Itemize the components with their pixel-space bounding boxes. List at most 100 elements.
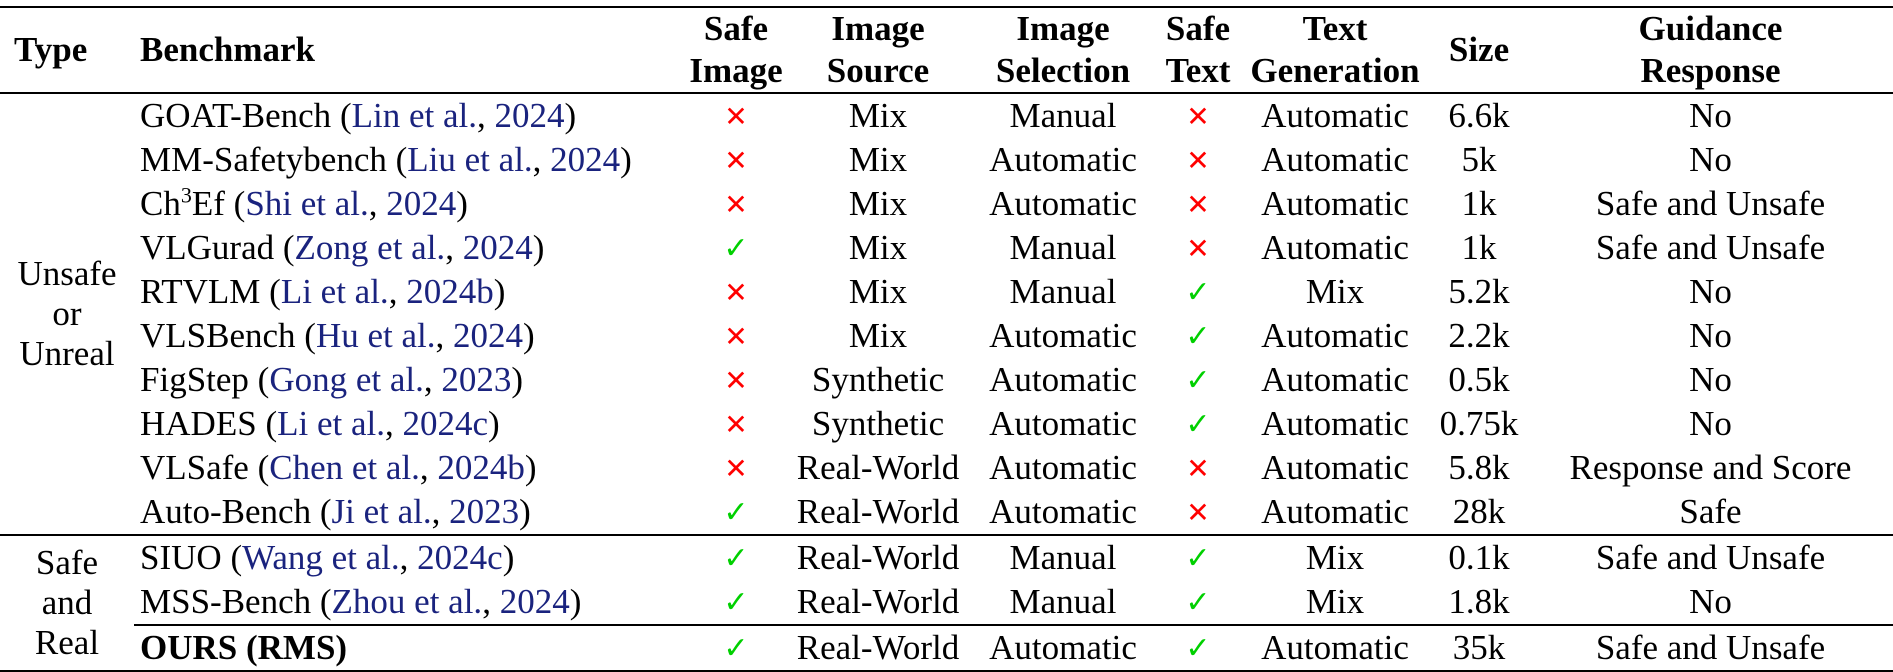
image-selection-cell: Manual bbox=[970, 534, 1156, 580]
citation-author-link[interactable]: Li et al. bbox=[277, 404, 385, 443]
header-text-generation: Text Generation bbox=[1250, 9, 1420, 90]
safe-image-cell: ✕ bbox=[686, 93, 786, 138]
table-row: VLSBench (Hu et al., 2024) ✕ Mix Automatic ✓… bbox=[0, 314, 1893, 358]
header-safe-text: Safe Text bbox=[1165, 9, 1231, 90]
image-selection-cell: Automatic bbox=[989, 316, 1137, 355]
citation-year-link[interactable]: 2024 bbox=[453, 316, 523, 355]
guidance-response-cell: Safe and Unsafe bbox=[1595, 184, 1826, 223]
table-row: MM-Safetybench (Liu et al., 2024) ✕ Mix Aut… bbox=[0, 138, 1893, 182]
cross-icon: ✕ bbox=[724, 100, 748, 133]
guidance-response-cell: Safe bbox=[1679, 492, 1742, 531]
size-cell: 6.6k bbox=[1448, 96, 1510, 135]
check-icon: ✓ bbox=[1185, 275, 1211, 310]
cross-icon: ✕ bbox=[1186, 100, 1210, 133]
image-selection-cell: Manual bbox=[1009, 96, 1117, 135]
image-selection-cell: Manual bbox=[1009, 228, 1117, 267]
check-icon: ✓ bbox=[723, 585, 749, 620]
cross-icon: ✕ bbox=[724, 320, 748, 353]
benchmark-name: VLSBench bbox=[140, 316, 296, 355]
size-cell: 0.5k bbox=[1448, 360, 1510, 399]
benchmark-name-suffix: Ef bbox=[191, 184, 225, 223]
cross-icon: ✕ bbox=[1186, 232, 1210, 265]
benchmark-cell: MM-Safetybench (Liu et al., 2024) bbox=[140, 140, 632, 179]
benchmark-name-superscript: 3 bbox=[180, 182, 192, 208]
type-group-label-line: Real bbox=[34, 623, 100, 662]
table-row: Safe and Real SIUO (Wang et al., 2024c) ✓ Rea… bbox=[0, 534, 1893, 672]
text-generation-cell: Mix bbox=[1240, 534, 1430, 580]
image-source-cell: Synthetic bbox=[811, 404, 945, 443]
benchmark-cell: VLSBench (Hu et al., 2024) bbox=[140, 316, 535, 355]
benchmark-cell: GOAT-Bench (Lin et al., 2024) bbox=[140, 96, 577, 135]
benchmark-name: SIUO bbox=[140, 538, 222, 577]
guidance-response-cell: No bbox=[1689, 316, 1732, 355]
citation-author-link[interactable]: Chen et al. bbox=[269, 448, 420, 487]
table-body: Unsafe or Unreal GOAT-Bench (Lin et al., 20… bbox=[0, 93, 1893, 672]
text-generation-cell: Automatic bbox=[1261, 404, 1409, 443]
citation-author-link[interactable]: Zhou et al. bbox=[331, 582, 483, 621]
header-safe-image: Safe Image bbox=[689, 9, 783, 90]
image-source-cell: Mix bbox=[848, 228, 908, 267]
comparison-table-container: Type Benchmark Safe Image Image Source Ima… bbox=[0, 6, 1893, 672]
size-cell: 5k bbox=[1461, 140, 1497, 179]
text-generation-cell: Automatic bbox=[1261, 228, 1409, 267]
safe-image-cell: ✓ bbox=[686, 580, 786, 625]
header-type: Type bbox=[14, 30, 88, 69]
text-generation-cell: Automatic bbox=[1261, 448, 1409, 487]
safe-image-cell: ✓ bbox=[686, 624, 786, 672]
citation-year-link[interactable]: 2024 bbox=[494, 96, 565, 135]
citation-author-link[interactable]: Zong et al. bbox=[294, 228, 446, 267]
citation-year-link[interactable]: 2024c bbox=[402, 404, 489, 443]
cross-icon: ✕ bbox=[724, 144, 748, 177]
citation-author-link[interactable]: Liu et al. bbox=[407, 140, 533, 179]
citation-author-link[interactable]: Li et al. bbox=[280, 272, 389, 311]
guidance-response-cell: Safe and Unsafe bbox=[1595, 228, 1826, 267]
image-source-cell: Synthetic bbox=[811, 360, 945, 399]
citation-year-link[interactable]: 2024 bbox=[550, 140, 621, 179]
citation-author-link[interactable]: Hu et al. bbox=[315, 316, 436, 355]
safe-text-cell: ✕ bbox=[1156, 226, 1240, 270]
table-row: RTVLM (Li et al., 2024b) ✕ Mix Manual ✓ Mix 5.… bbox=[0, 270, 1893, 314]
size-cell: 5.2k bbox=[1448, 272, 1510, 311]
image-selection-cell: Manual bbox=[1009, 582, 1117, 621]
table-row: Unsafe or Unreal GOAT-Bench (Lin et al., 20… bbox=[0, 93, 1893, 536]
citation-author-link[interactable]: Gong et al. bbox=[269, 360, 424, 399]
citation-year-link[interactable]: 2024 bbox=[462, 228, 533, 267]
citation-year-link[interactable]: 2024b bbox=[437, 448, 525, 487]
benchmark-name: GOAT-Bench bbox=[140, 96, 332, 135]
cross-icon: ✕ bbox=[724, 188, 748, 221]
citation-author-link[interactable]: Shi et al. bbox=[245, 184, 369, 223]
citation-year-link[interactable]: 2024 bbox=[386, 184, 457, 223]
citation-year-link[interactable]: 2024c bbox=[417, 538, 503, 577]
image-selection-cell: Automatic bbox=[989, 492, 1137, 531]
header-guidance-response: Guidance Response bbox=[1638, 9, 1783, 90]
size-cell: 2.2k bbox=[1448, 316, 1510, 355]
header-row: Type Benchmark Safe Image Image Source Ima… bbox=[0, 7, 1893, 93]
size-cell: 35k bbox=[1430, 624, 1528, 672]
citation-year-link[interactable]: 2024b bbox=[406, 272, 494, 311]
cross-icon: ✕ bbox=[1186, 452, 1210, 485]
safe-image-cell: ✓ bbox=[686, 534, 786, 580]
image-source-cell: Real-World bbox=[786, 624, 970, 672]
cross-icon: ✕ bbox=[724, 408, 748, 441]
image-selection-cell: Automatic bbox=[989, 404, 1137, 443]
safe-image-cell: ✕ bbox=[686, 358, 786, 402]
image-selection-cell: Automatic bbox=[989, 140, 1137, 179]
benchmark-name: Auto-Bench bbox=[140, 492, 312, 531]
citation-author-link[interactable]: Wang et al. bbox=[242, 538, 400, 577]
image-source-cell: Mix bbox=[848, 316, 908, 355]
benchmark-cell: MSS-Bench (Zhou et al., 2024) bbox=[140, 582, 582, 621]
table-row: Auto-Bench (Ji et al., 2023) ✓ Real-World A… bbox=[0, 490, 1893, 535]
guidance-response-cell: No bbox=[1689, 140, 1732, 179]
check-icon: ✓ bbox=[723, 231, 749, 266]
citation-author-link[interactable]: Ji et al. bbox=[331, 492, 432, 531]
citation-year-link[interactable]: 2024 bbox=[499, 582, 570, 621]
citation-author-link[interactable]: Lin et al. bbox=[351, 96, 477, 135]
text-generation-cell: Automatic bbox=[1261, 140, 1409, 179]
citation-year-link[interactable]: 2023 bbox=[449, 492, 520, 531]
safe-image-cell: ✕ bbox=[686, 446, 786, 490]
check-icon: ✓ bbox=[723, 631, 749, 666]
safe-image-cell: ✕ bbox=[686, 402, 786, 446]
citation-year-link[interactable]: 2023 bbox=[441, 360, 512, 399]
safe-image-cell: ✕ bbox=[686, 314, 786, 358]
benchmark-name: HADES bbox=[140, 404, 257, 443]
